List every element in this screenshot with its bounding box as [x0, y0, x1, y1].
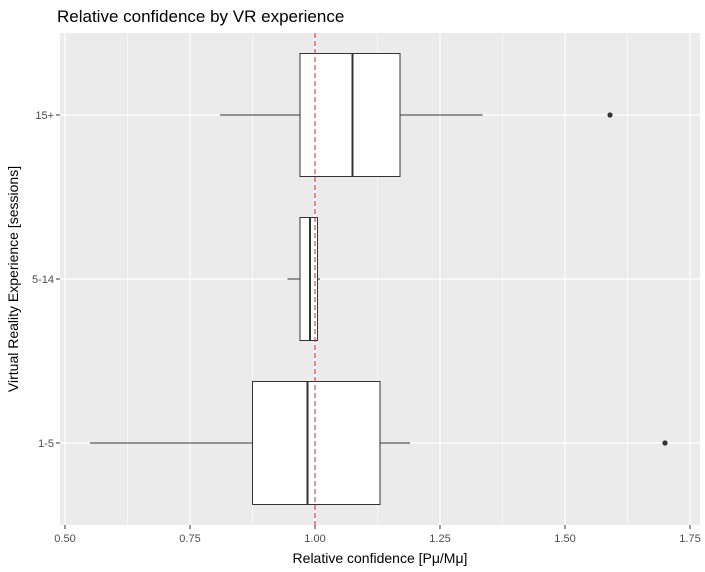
box-5-14	[287, 217, 320, 341]
y-axis: 1-5 5-14 15+	[32, 110, 60, 450]
box-1-5	[90, 381, 668, 505]
box-iqr	[299, 217, 318, 341]
outlier-point	[607, 112, 613, 118]
x-tick-label: 1.25	[429, 533, 450, 545]
x-tick-label: 0.50	[54, 533, 75, 545]
outlier-point	[662, 440, 668, 446]
x-tick-label: 1.50	[554, 533, 575, 545]
y-tick-label: 1-5	[38, 438, 54, 450]
y-axis-title: Virtual Reality Experience [sessions]	[5, 166, 21, 392]
x-axis: 0.50 0.75 1.00 1.25 1.50 1.75	[54, 525, 701, 545]
box-15+	[220, 53, 613, 177]
y-tick-label: 5-14	[32, 274, 54, 286]
box-iqr	[299, 53, 401, 177]
chart-title: Relative confidence by VR experience	[57, 7, 344, 26]
x-tick-label: 0.75	[179, 533, 200, 545]
x-tick-label: 1.75	[679, 533, 700, 545]
box-iqr	[252, 381, 381, 505]
y-tick-label: 15+	[35, 110, 54, 122]
box-group	[90, 53, 668, 505]
x-tick-label: 1.00	[304, 533, 325, 545]
x-axis-title: Relative confidence [Pμ/Mμ]	[293, 550, 468, 566]
